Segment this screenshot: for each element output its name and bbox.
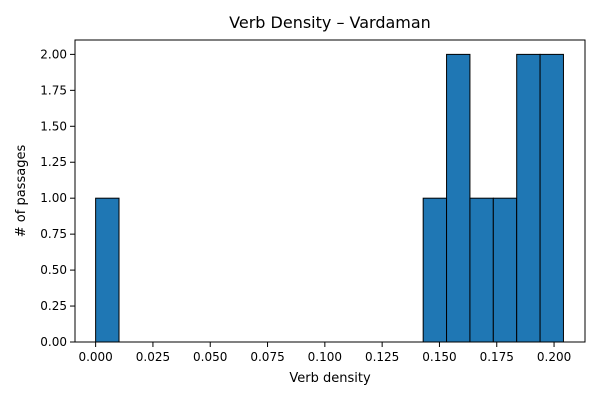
x-tick-label: 0.175 [480, 350, 514, 364]
y-tick-label: 1.50 [40, 119, 67, 133]
chart-title: Verb Density – Vardaman [229, 13, 431, 32]
x-tick-label: 0.050 [193, 350, 227, 364]
y-tick-label: 0.50 [40, 263, 67, 277]
plot-area-frame [74, 39, 586, 343]
x-tick-label: 0.075 [250, 350, 284, 364]
y-tick-label: 0.25 [40, 299, 67, 313]
bars [95, 53, 564, 343]
x-tick-label: 0.150 [422, 350, 456, 364]
x-tick-label: 0.200 [537, 350, 571, 364]
histogram-bar-5 [492, 197, 518, 343]
histogram-bar-6 [516, 53, 541, 343]
histogram-bar-3 [446, 53, 471, 343]
x-tick-label: 0.025 [136, 350, 170, 364]
y-axis-label: # of passages [14, 145, 29, 238]
x-tick-label: 0.100 [308, 350, 342, 364]
y-tick-label: 0.75 [40, 227, 67, 241]
y-tick-label: 1.25 [40, 155, 67, 169]
x-tick-label: 0.000 [78, 350, 112, 364]
histogram-bar-7 [539, 53, 564, 343]
y-tick-label: 1.75 [40, 83, 67, 97]
x-tick-label: 0.125 [365, 350, 399, 364]
y-tick-label: 0.00 [40, 335, 67, 349]
y-tick-label: 2.00 [40, 47, 67, 61]
x-axis-label: Verb density [289, 371, 371, 386]
histogram-bar-1 [95, 197, 120, 343]
histogram-bar-4 [469, 197, 494, 343]
y-tick-label: 1.00 [40, 191, 67, 205]
y-axis-ticks: 0.00 0.25 0.50 0.75 1.00 1.25 1.50 1.75 2.00 [40, 47, 75, 349]
histogram-bar-2 [422, 197, 448, 343]
x-axis-ticks: 0.000 0.025 0.050 0.075 0.100 0.125 0.150 0.175… [78, 342, 571, 364]
